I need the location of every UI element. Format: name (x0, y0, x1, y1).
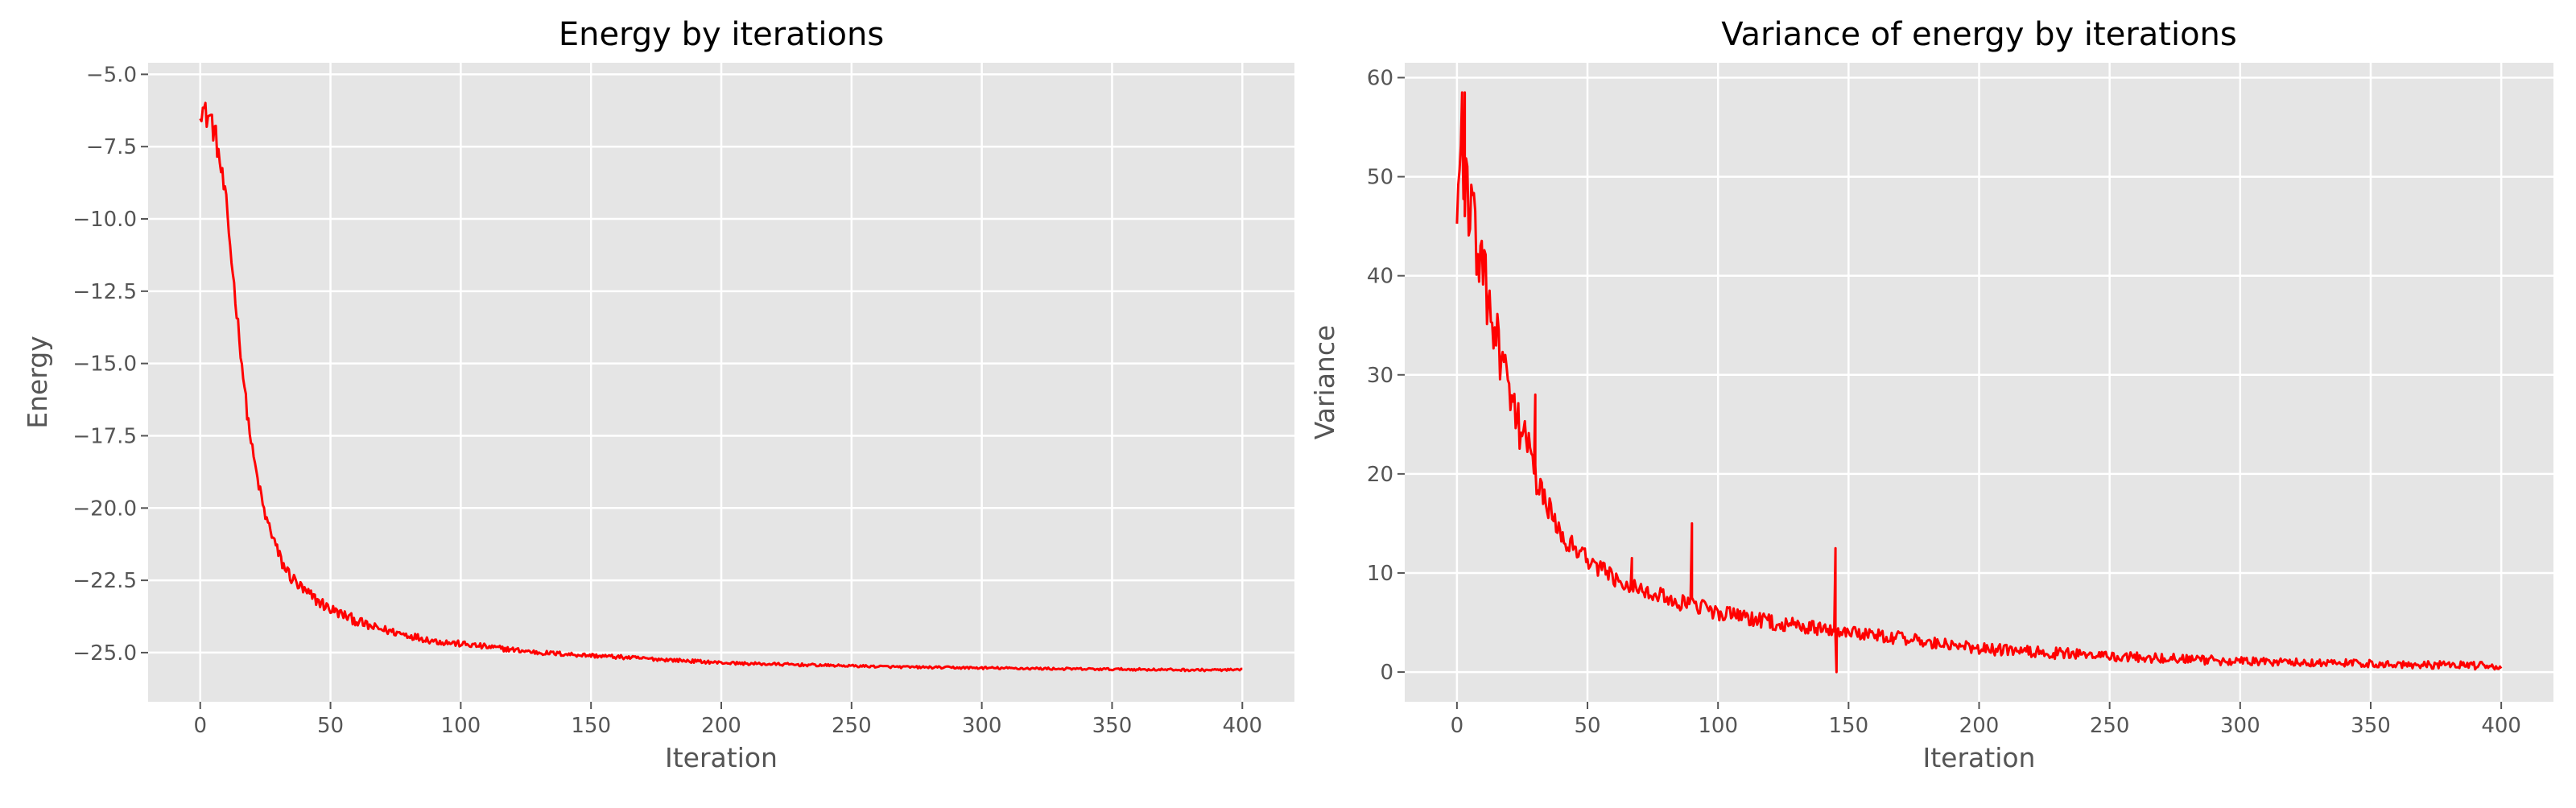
x-tick-label: 250 (832, 714, 872, 738)
energy-chart: 0 50 100 150 200 250 300 350 400 −5.0 −7.5 −10.0 −12… (22, 16, 1294, 773)
y-tick-label: 40 (1367, 265, 1393, 289)
x-tick-label: 200 (1959, 714, 2000, 738)
y-tick-label: −7.5 (86, 135, 137, 159)
y-tick-label: 50 (1367, 166, 1393, 190)
y-tick-label: −25.0 (72, 641, 137, 666)
x-tick-label: 200 (701, 714, 741, 738)
variance-chart: 0 50 100 150 200 250 300 350 400 0 10 20 30 40 50 60 Var… (1309, 16, 2553, 773)
x-tick-label: 250 (2090, 714, 2130, 738)
y-axis-label: Variance (1309, 325, 1340, 440)
x-tick-label: 300 (962, 714, 1002, 738)
gridlines (1405, 63, 2553, 702)
x-tick-label: 150 (571, 714, 611, 738)
x-axis-label: Iteration (1923, 742, 2036, 773)
y-tick-label: 30 (1367, 364, 1393, 388)
x-tick-label: 400 (1222, 714, 1262, 738)
series-line (1455, 91, 2503, 674)
y-tick-label: 60 (1367, 66, 1393, 90)
y-tick-label: −10.0 (72, 208, 137, 232)
y-axis-label: Energy (22, 336, 53, 429)
series-line (199, 101, 1243, 673)
y-tick-label: 10 (1367, 562, 1393, 586)
y-tick-label: −17.5 (72, 424, 137, 448)
y-tick-label: −22.5 (72, 569, 137, 593)
y-tick-label: 20 (1367, 463, 1393, 487)
x-axis-label: Iteration (665, 742, 778, 773)
chart-title: Energy by iterations (559, 16, 884, 53)
x-tick-label: 350 (1092, 714, 1133, 738)
x-tick-label: 350 (2351, 714, 2391, 738)
x-tick-label: 100 (441, 714, 481, 738)
y-tick-label: −20.0 (72, 497, 137, 521)
y-tick-label: −5.0 (86, 63, 137, 87)
x-tick-label: 0 (1451, 714, 1464, 738)
x-tick-label: 400 (2481, 714, 2521, 738)
x-tick-label: 0 (193, 714, 207, 738)
y-tick-label: −12.5 (72, 280, 137, 304)
y-tick-label: 0 (1380, 661, 1393, 685)
x-tick-label: 300 (2220, 714, 2260, 738)
gridlines (148, 63, 1294, 702)
x-tick-label: 150 (1829, 714, 1869, 738)
chart-title: Variance of energy by iterations (1721, 16, 2236, 53)
y-tick-label: −15.0 (72, 352, 137, 377)
x-tick-label: 100 (1698, 714, 1738, 738)
x-tick-label: 50 (317, 714, 344, 738)
x-tick-label: 50 (1574, 714, 1600, 738)
